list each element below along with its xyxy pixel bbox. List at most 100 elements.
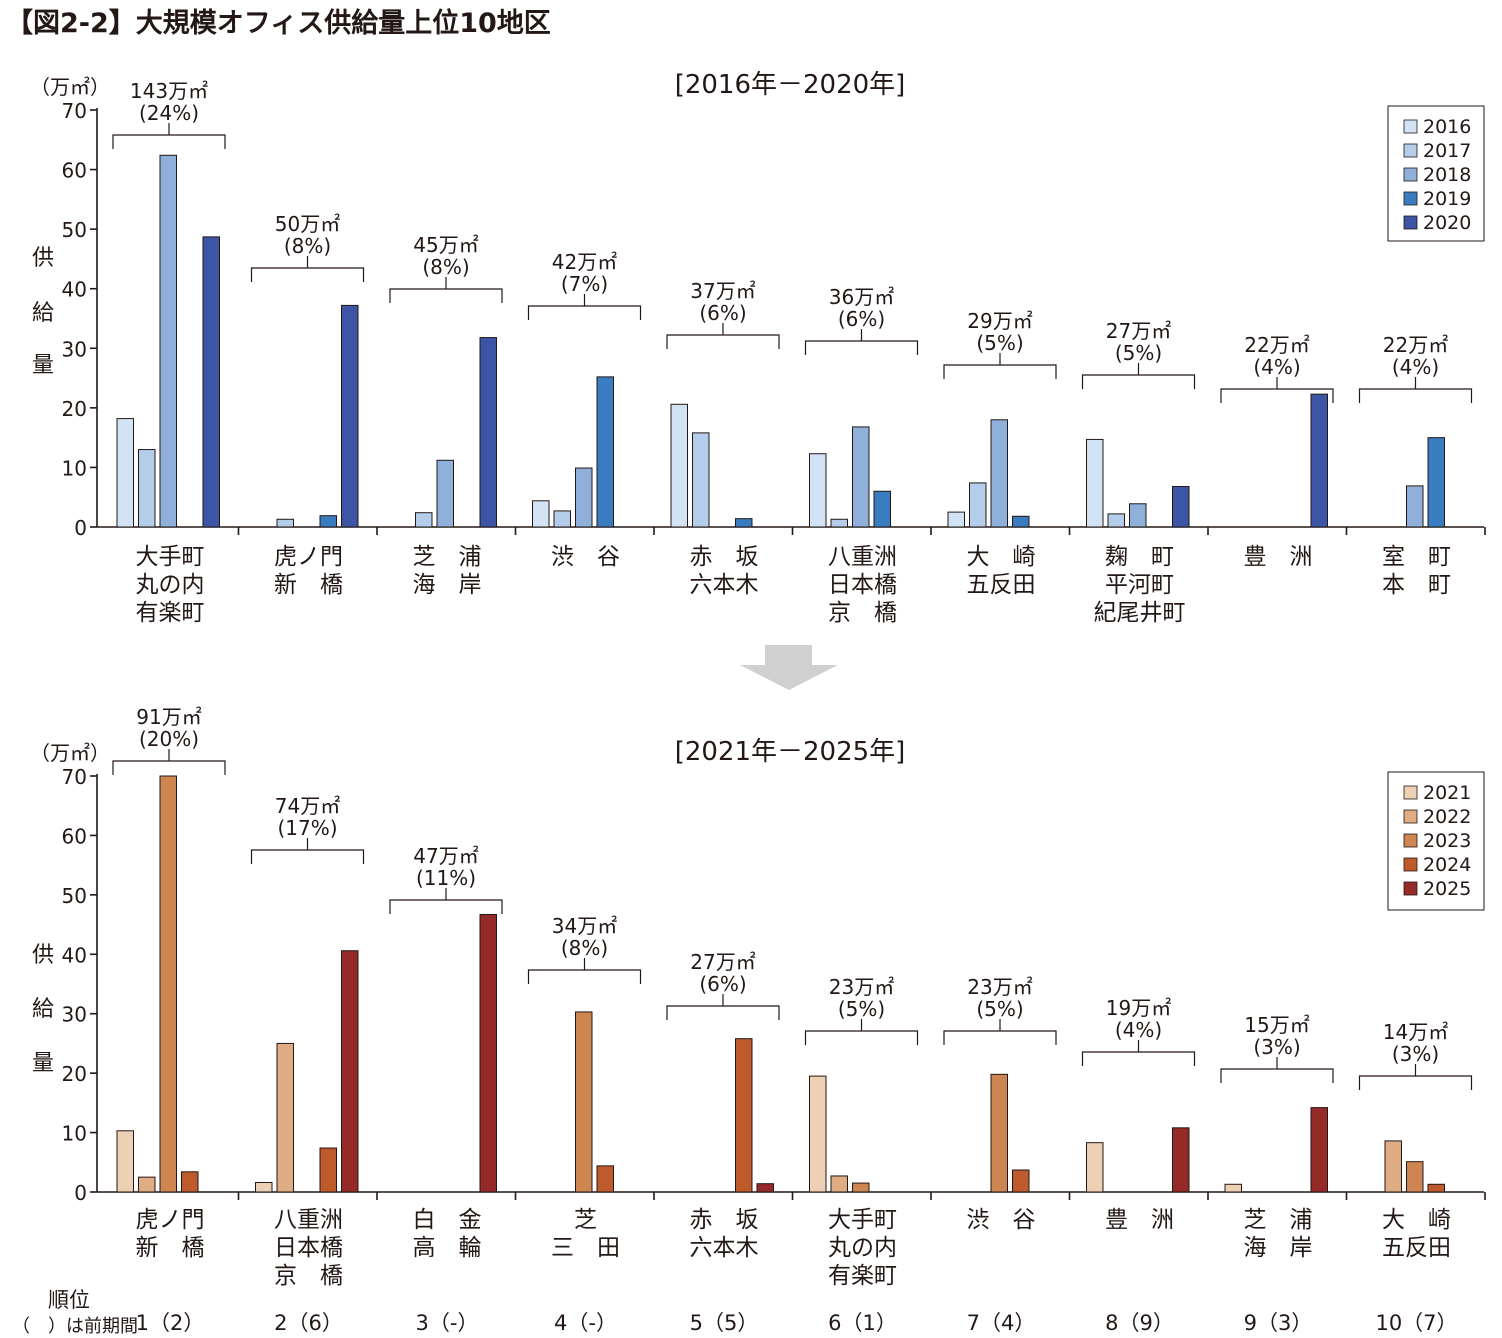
bar-2020 (341, 304, 359, 528)
y-axis-label: 量 (32, 1051, 54, 1076)
bar-2019 (319, 515, 337, 528)
x-tick-label: 赤 坂 (690, 1207, 759, 1233)
total-share: (7%) (561, 272, 608, 296)
bar-2018 (436, 459, 454, 528)
total-bracket (943, 1019, 1057, 1045)
x-tick-label: 五反田 (967, 572, 1036, 598)
legend-label: 2018 (1423, 164, 1471, 186)
down-arrow-icon (740, 645, 838, 690)
y-tick-label: 30 (62, 337, 87, 361)
total-value: 22万㎡ (1383, 333, 1448, 357)
bar-2020 (202, 236, 220, 528)
total-value: 14万㎡ (1383, 1020, 1448, 1044)
rank-value: 8（9） (1105, 1311, 1174, 1335)
total-value: 34万㎡ (552, 914, 617, 938)
total-bracket (527, 294, 642, 320)
x-tick-label: 白 金 (413, 1207, 482, 1233)
bar-2021 (809, 1075, 827, 1193)
total-share: (24%) (139, 101, 199, 125)
bar-2019 (1012, 515, 1030, 528)
bar-2018 (1406, 485, 1424, 528)
x-tick-label: 芝 (574, 1207, 597, 1233)
bar-2020 (1172, 485, 1190, 528)
rank-value: 1（2） (136, 1311, 205, 1335)
y-tick-label: 20 (62, 397, 87, 421)
legend-swatch (1403, 143, 1418, 158)
y-tick-label: 40 (62, 943, 87, 967)
total-share: (3%) (1253, 1035, 1300, 1059)
bar-2017 (830, 518, 848, 528)
bar-2018 (1129, 503, 1147, 528)
bar-2023 (159, 775, 177, 1193)
total-bracket (389, 277, 503, 303)
y-tick-label: 10 (62, 456, 87, 480)
total-share: (5%) (976, 997, 1023, 1021)
total-bracket (250, 256, 365, 282)
bar-2024 (735, 1038, 753, 1193)
total-bracket (666, 323, 780, 349)
bar-2017 (553, 510, 571, 528)
rank-value: 9（3） (1244, 1311, 1313, 1335)
x-tick-label: 本 町 (1382, 572, 1451, 598)
bar-2016 (532, 500, 550, 528)
y-axis-label: 量 (32, 353, 54, 378)
total-value: 27万㎡ (690, 950, 755, 974)
bar-2016 (116, 418, 134, 528)
total-share: (6%) (699, 972, 746, 996)
bar-2018 (852, 426, 870, 528)
legend-swatch (1403, 119, 1418, 134)
y-unit-label: （万㎡） (30, 75, 110, 99)
total-value: 23万㎡ (967, 975, 1032, 999)
y-tick-label: 60 (62, 824, 87, 848)
bar-2019 (1427, 437, 1445, 528)
legend-swatch (1403, 833, 1418, 848)
chart-title: [2016年－2020年] (675, 70, 906, 100)
total-share: (8%) (561, 936, 608, 960)
total-share: (6%) (699, 301, 746, 325)
total-value: 50万㎡ (275, 212, 340, 236)
x-tick-label: 有楽町 (136, 600, 205, 626)
legend-swatch (1403, 785, 1418, 800)
legend-label: 2016 (1423, 116, 1471, 138)
total-value: 45万㎡ (413, 233, 478, 257)
y-axis-label: 給 (32, 997, 54, 1022)
y-tick-label: 70 (62, 765, 87, 789)
total-value: 42万㎡ (552, 250, 617, 274)
chart-2021-2025: [2021年－2025年]（万㎡）供給量01020304050607091万㎡(… (30, 705, 1486, 1289)
bar-2016 (809, 453, 827, 528)
total-bracket (1220, 377, 1334, 403)
bar-2018 (575, 467, 593, 528)
total-bracket (250, 838, 365, 864)
legend-label: 2021 (1423, 782, 1471, 804)
bar-2016 (947, 511, 965, 528)
y-tick-label: 50 (62, 884, 87, 908)
total-bracket (1220, 1057, 1334, 1083)
x-tick-label: 大 崎 (1382, 1207, 1451, 1233)
total-bracket (1081, 1040, 1196, 1066)
total-share: (8%) (284, 234, 331, 258)
x-tick-label: 渋 谷 (551, 544, 620, 570)
x-tick-label: 丸の内 (828, 1235, 897, 1261)
bar-2021 (1086, 1142, 1104, 1193)
bar-2018 (159, 154, 177, 528)
legend-swatch (1403, 167, 1418, 182)
x-tick-label: 日本橋 (274, 1235, 343, 1261)
legend-swatch (1403, 809, 1418, 824)
total-value: 36万㎡ (829, 285, 894, 309)
total-value: 91万㎡ (136, 705, 201, 729)
total-share: (8%) (422, 255, 469, 279)
total-value: 143万㎡ (130, 79, 208, 103)
y-axis-label: 供 (32, 943, 54, 968)
x-tick-label: 渋 谷 (967, 1207, 1036, 1233)
ranking-row: 順位 （ ）は前期間 1（2） 2（6） 3（-） 4（-） 5（5） 6（1） 7（4） 8… (12, 1288, 1458, 1337)
rank-note: （ ）は前期間 (12, 1316, 138, 1337)
total-share: (20%) (139, 727, 199, 751)
legend-label: 2019 (1423, 188, 1471, 210)
x-tick-label: 新 橋 (136, 1235, 205, 1261)
bar-2022 (138, 1176, 156, 1193)
x-tick-label: 高 輪 (413, 1235, 482, 1261)
bar-2022 (830, 1175, 848, 1193)
